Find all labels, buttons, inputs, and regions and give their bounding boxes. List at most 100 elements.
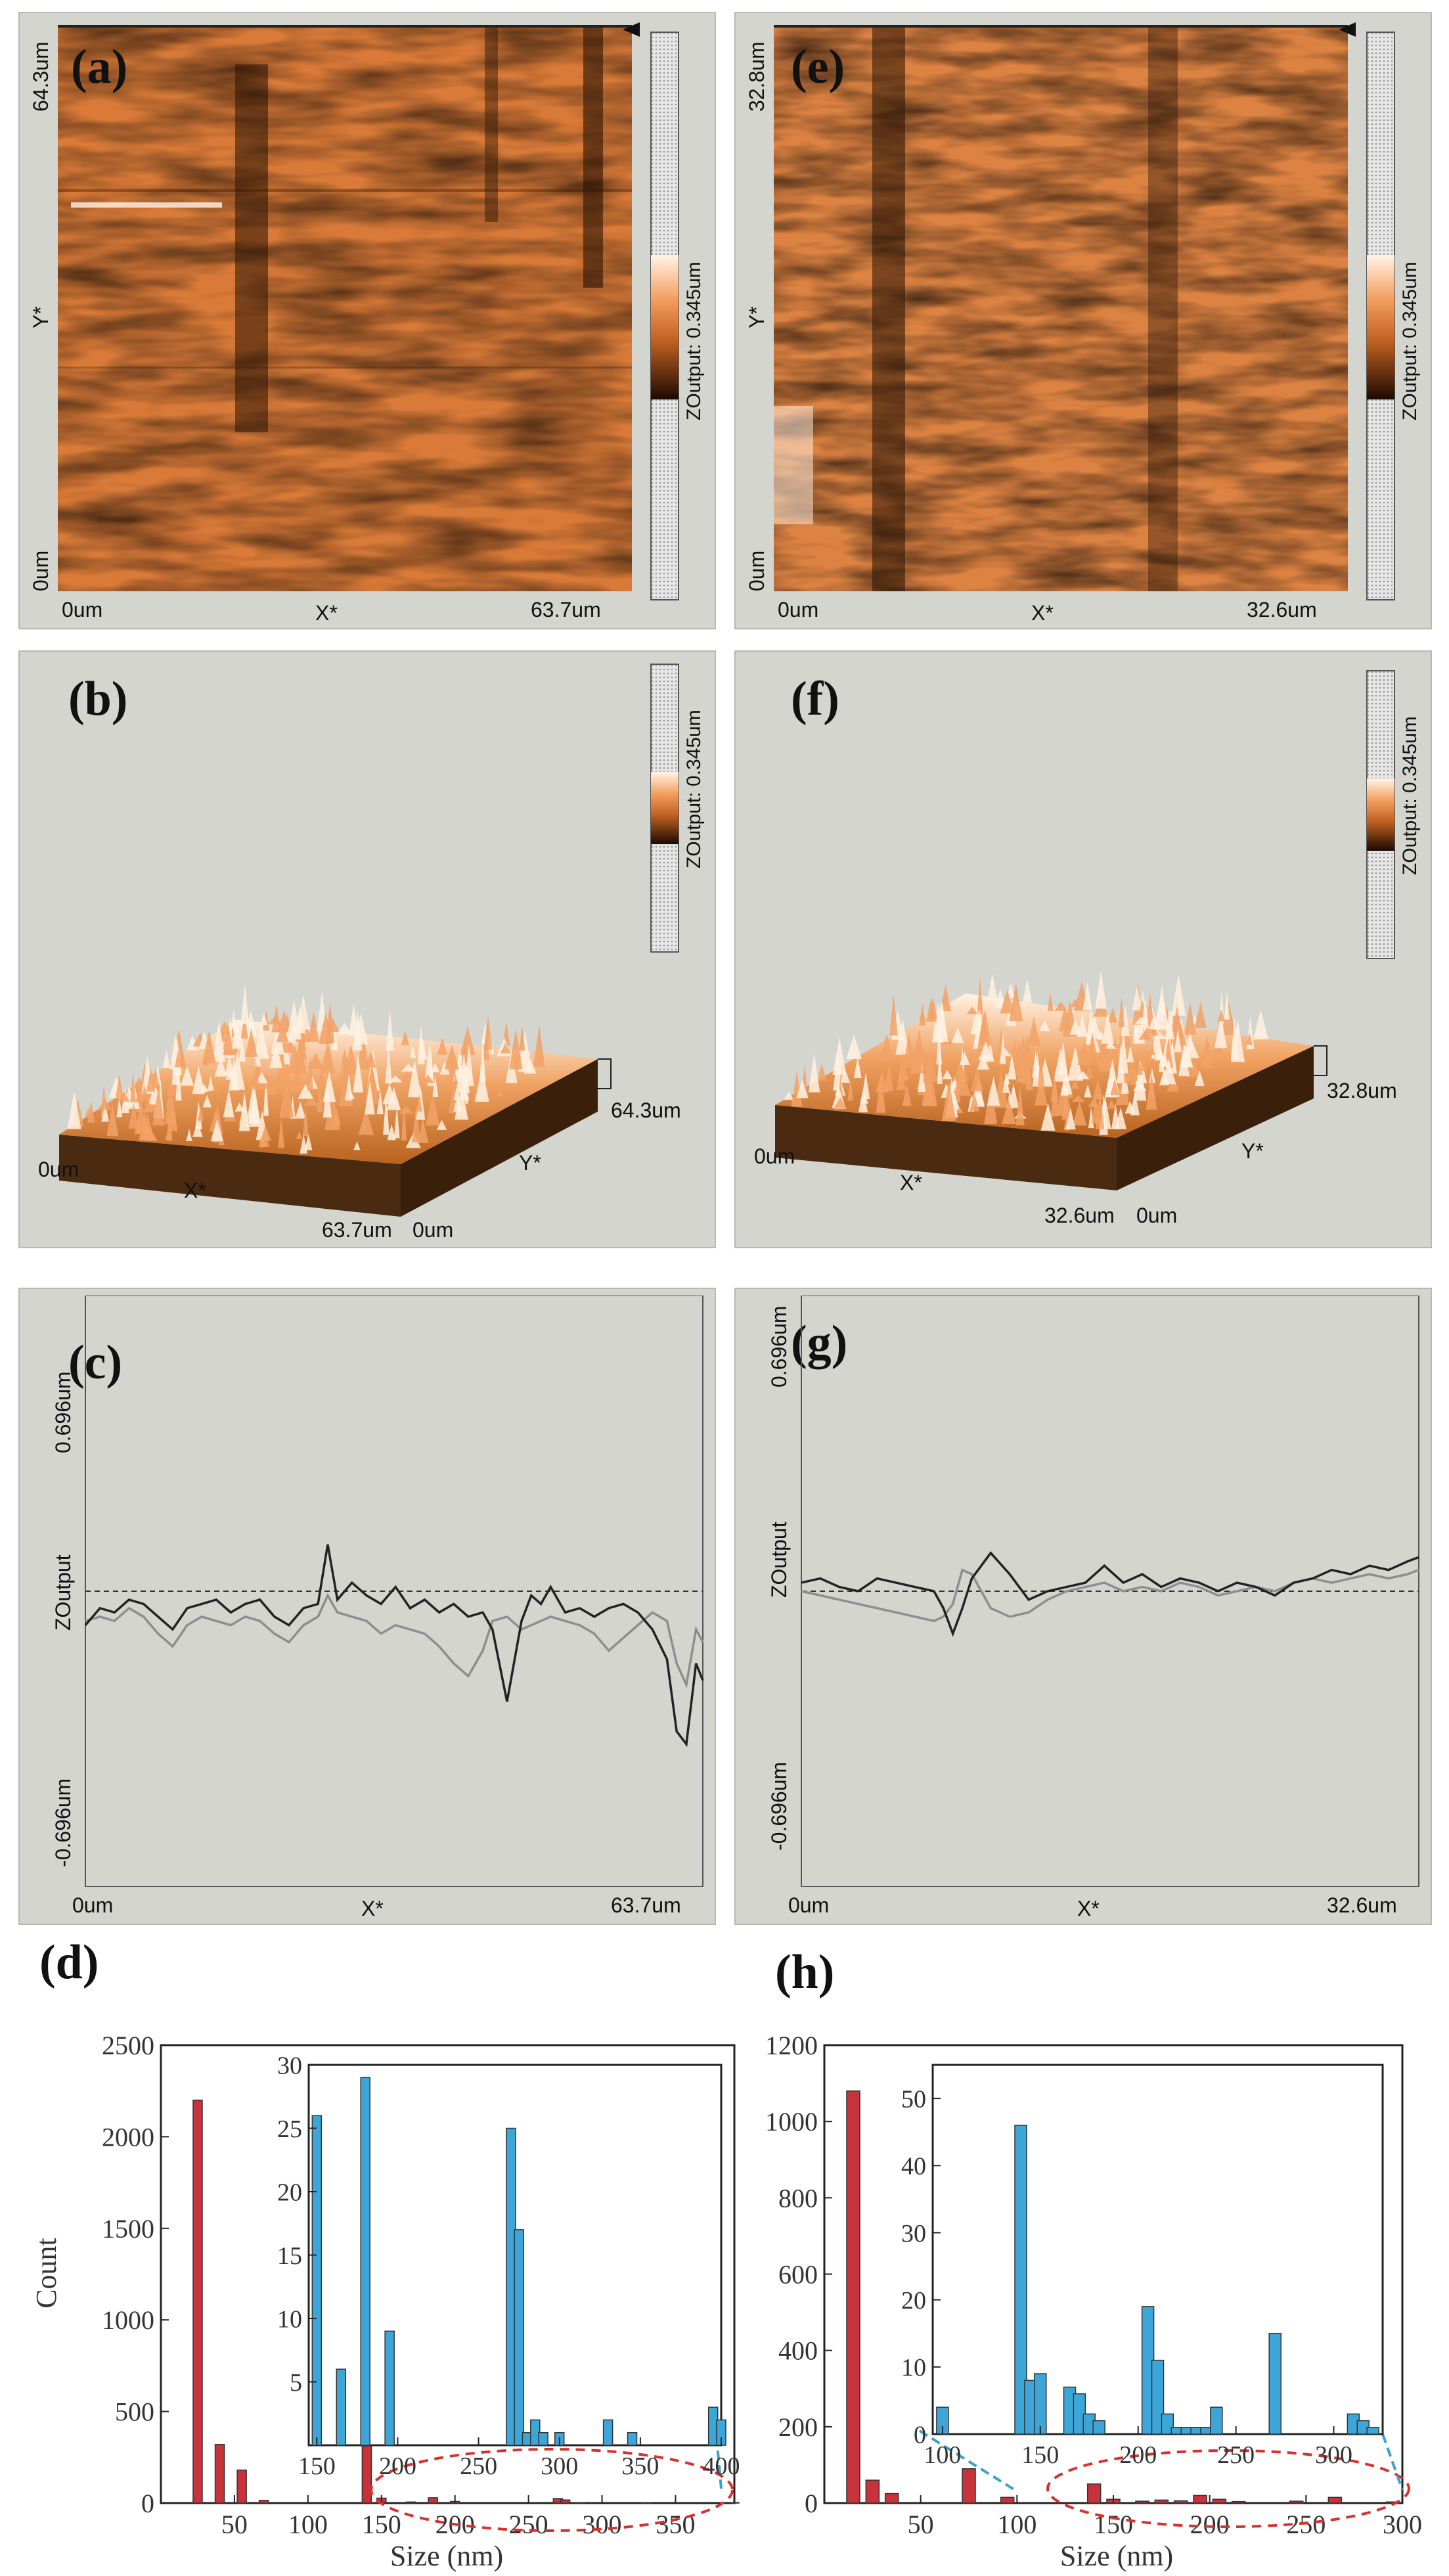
surface-peak bbox=[1047, 993, 1054, 1011]
panel-letter-e: (e) bbox=[791, 40, 845, 94]
colorbar-e bbox=[1366, 32, 1395, 600]
x-origin-label: 0um bbox=[754, 1144, 795, 1168]
panel-letter-f: (f) bbox=[791, 672, 839, 726]
surface-peak bbox=[146, 1068, 156, 1092]
surface-peak bbox=[1161, 1058, 1176, 1085]
profile-line-black bbox=[801, 1551, 1419, 1637]
panel-letter-c: (c) bbox=[68, 1336, 123, 1390]
surface-peak bbox=[1224, 991, 1230, 1020]
inset-bar bbox=[384, 2330, 395, 2446]
inset-bar bbox=[1014, 2125, 1027, 2435]
surface-peak bbox=[140, 1085, 149, 1100]
surface-peak bbox=[352, 1010, 363, 1051]
y-axis-label: Y* bbox=[519, 1151, 541, 1175]
x-tick-label: 300 bbox=[1315, 2441, 1352, 2469]
surface-peak bbox=[1015, 1085, 1025, 1125]
surface-peak bbox=[401, 1064, 416, 1072]
surface-peak bbox=[464, 1044, 474, 1087]
surface-peak bbox=[118, 1091, 130, 1102]
x-tick-label: 250 bbox=[509, 2510, 548, 2539]
y-tick-label: 1000 bbox=[765, 2107, 818, 2136]
colorbar-a bbox=[650, 32, 679, 600]
x-tick-label: 350 bbox=[656, 2510, 695, 2539]
x-origin-label: 0um bbox=[38, 1158, 79, 1181]
histogram-bar bbox=[1000, 2497, 1015, 2504]
surface-peak bbox=[212, 1020, 226, 1062]
panel-letter-g: (g) bbox=[791, 1316, 848, 1370]
surface-peak bbox=[296, 1131, 303, 1139]
surface-peak bbox=[409, 1045, 416, 1058]
zoom-link-line bbox=[1381, 2433, 1404, 2491]
y-tick-label: 40 bbox=[901, 2153, 926, 2181]
surface-peak bbox=[1107, 1007, 1118, 1023]
histogram-bar bbox=[729, 2502, 740, 2504]
surface-peak bbox=[307, 1052, 324, 1069]
surface-peak bbox=[192, 1066, 206, 1094]
x-axis-title: Size (nm) bbox=[1060, 2540, 1173, 2572]
x-tick-label: 200 bbox=[1190, 2510, 1230, 2539]
surface-peak bbox=[939, 1001, 947, 1037]
surface-peak bbox=[388, 1075, 403, 1083]
surface-peak bbox=[323, 1078, 332, 1118]
x-tick-label: 300 bbox=[583, 2510, 622, 2539]
surface-peak bbox=[808, 1053, 820, 1093]
x-tick-label: 150 bbox=[1021, 2441, 1059, 2469]
inset-bar bbox=[1161, 2413, 1174, 2435]
surface-peak bbox=[876, 1071, 886, 1113]
surface-peak bbox=[331, 1023, 338, 1051]
surface-peak bbox=[1165, 1008, 1174, 1040]
surface-peak bbox=[1174, 1029, 1182, 1052]
x-axis-right-label: 63.7um bbox=[531, 598, 601, 621]
y-tick-label: 0 bbox=[141, 2489, 154, 2518]
surface-peak bbox=[941, 1081, 956, 1121]
histogram-bar bbox=[258, 2500, 269, 2504]
surface-peak bbox=[165, 1129, 171, 1141]
surface-peak bbox=[436, 1119, 447, 1130]
surface-peak bbox=[1166, 1080, 1179, 1092]
surface-peak bbox=[1040, 1103, 1056, 1131]
x-tick-label: 100 bbox=[288, 2510, 328, 2539]
surface-peak bbox=[238, 1039, 246, 1062]
x-axis-right-label: 32.6um bbox=[1247, 598, 1317, 621]
histogram-bar bbox=[884, 2493, 899, 2504]
colorbar-b bbox=[650, 664, 679, 953]
histogram-bar bbox=[192, 2099, 203, 2504]
inset-bar bbox=[514, 2229, 524, 2446]
y-tick-label: 200 bbox=[778, 2412, 818, 2442]
surface-peak bbox=[922, 1051, 938, 1082]
surface-peak bbox=[479, 1041, 486, 1082]
surface-peak bbox=[853, 1056, 862, 1078]
surface-peak bbox=[197, 1107, 204, 1121]
surface-peak bbox=[1087, 1032, 1098, 1055]
y-tick-label: 25 bbox=[277, 2115, 302, 2143]
surface-peak bbox=[259, 1127, 272, 1141]
panel-letter-a: (a) bbox=[71, 40, 128, 94]
surface-peak bbox=[1110, 1079, 1119, 1096]
surface-peak bbox=[902, 1083, 912, 1106]
surface-peak bbox=[1014, 1051, 1027, 1062]
surface-peak bbox=[1000, 1033, 1006, 1064]
surface-peak bbox=[918, 1063, 926, 1093]
surface-peak bbox=[1171, 974, 1186, 1016]
surface-peak bbox=[500, 1043, 511, 1054]
surface-peak bbox=[903, 1033, 916, 1068]
y-tick-label: 10 bbox=[277, 2305, 302, 2333]
surface-peak bbox=[987, 972, 998, 1002]
surface-peak bbox=[256, 1072, 268, 1084]
inset-bar bbox=[1210, 2407, 1223, 2435]
surface-peak bbox=[937, 1050, 943, 1084]
surface-peak bbox=[106, 1103, 119, 1137]
surface-peak bbox=[282, 1043, 290, 1065]
y-tick-label: 0 bbox=[805, 2489, 818, 2518]
x-tick-label: 250 bbox=[1217, 2441, 1255, 2469]
surface-peak bbox=[259, 1071, 273, 1089]
surface-peak bbox=[336, 1022, 353, 1035]
surface-peak bbox=[1002, 1098, 1016, 1124]
surface-peak bbox=[1109, 1037, 1121, 1066]
x-axis-right-label: 63.7um bbox=[611, 1893, 681, 1917]
x-axis-label: X* bbox=[900, 1171, 922, 1194]
surface-peak bbox=[340, 1049, 349, 1067]
surface-peak bbox=[977, 976, 983, 1014]
surface-peak bbox=[460, 1026, 476, 1055]
surface-peak bbox=[1087, 1016, 1102, 1039]
